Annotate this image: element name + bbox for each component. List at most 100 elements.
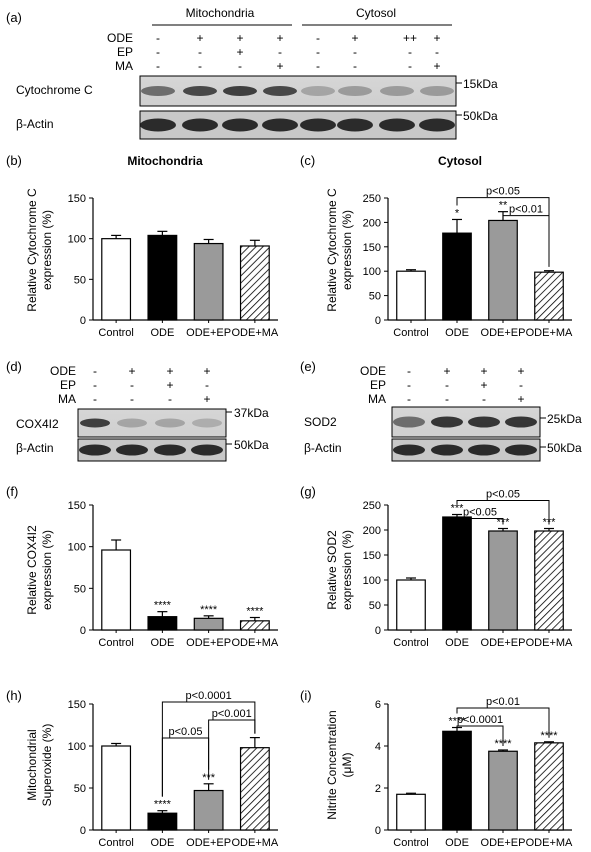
blot-band xyxy=(154,444,186,456)
lane-mark-ma: + xyxy=(517,392,524,406)
bar-ode-ep xyxy=(193,617,224,631)
significance-bracket xyxy=(456,518,504,525)
y-axis-label-line: expression (%) xyxy=(340,210,354,290)
lane-treatment-table-d: - + + +- - + -- - - + xyxy=(93,364,211,406)
y-tick-label: 2 xyxy=(375,783,381,795)
lane-mark-ep: - xyxy=(353,45,357,59)
bar-control xyxy=(101,745,132,831)
bar-ode-ma xyxy=(239,245,270,321)
bar-ode-ep xyxy=(193,242,224,321)
panel-label: (b) xyxy=(6,153,22,168)
chart-i: (i) Nitrite Concentration (μM) 0 2 4 6 Control *… xyxy=(300,688,573,849)
blot-band xyxy=(338,86,372,96)
x-tick-label: ODE+MA xyxy=(231,837,278,849)
y-tick-label: 50 xyxy=(369,291,381,303)
y-tick-label: 100 xyxy=(363,266,381,278)
chart-h: (h) Mitochondrial Superoxide (%) 0 50 100 150 C… xyxy=(6,688,279,849)
lane-mark-ma: - xyxy=(238,59,242,73)
lane-mark-ep: + xyxy=(480,378,487,392)
lane-mark-ep: - xyxy=(93,378,97,392)
lane-mark-ode: - xyxy=(407,364,411,378)
significance-label: p<0.01 xyxy=(486,696,520,708)
x-tick-label: Control xyxy=(98,637,133,649)
blot-band xyxy=(222,118,258,132)
chart-g: (g) Relative SOD2 expression (%) 0 50 100 150 2… xyxy=(300,484,573,649)
x-tick-label: ODE+MA xyxy=(526,327,573,339)
y-tick-label: 200 xyxy=(363,217,381,229)
lane-mark-ode: + xyxy=(351,31,358,45)
blot-label-beta-actin-d: β-Actin xyxy=(16,441,54,455)
lane-treatment-table-e: - + + +- - + -- - - + xyxy=(407,364,525,406)
y-tick-label: 100 xyxy=(68,234,86,246)
y-axis-label: Mitochondrial Superoxide (%) xyxy=(25,724,54,807)
bands-beta-actin-d xyxy=(79,444,223,456)
x-tick-label: ODE+MA xyxy=(526,637,573,649)
blot-band xyxy=(182,118,218,132)
bar-ode-ma xyxy=(239,620,270,631)
x-tick-label: ODE+EP xyxy=(481,637,526,649)
x-tick-label: ODE+EP xyxy=(186,637,231,649)
lane-mark-ep: - xyxy=(435,45,439,59)
lane-mark-ma: + xyxy=(203,392,210,406)
x-tick-label: Control xyxy=(393,637,428,649)
marker-15kda: 15kDa xyxy=(463,77,498,91)
significance-stars: **** xyxy=(246,606,264,618)
significance-label: p<0.01 xyxy=(509,204,543,216)
row-label-ode-d: ODE xyxy=(50,364,76,378)
lane-mark-ep: - xyxy=(205,378,209,392)
y-tick-label: 200 xyxy=(363,525,381,537)
blot-band xyxy=(300,118,336,132)
y-tick-label: 150 xyxy=(363,242,381,254)
y-tick-label: 0 xyxy=(80,625,86,637)
blot-band xyxy=(192,418,222,428)
bands-sod2 xyxy=(393,416,537,428)
lane-mark-ma: - xyxy=(445,392,449,406)
x-tick-label: ODE+MA xyxy=(231,327,278,339)
group-label-mitochondria: Mitochondria xyxy=(186,6,255,20)
lane-mark-ep: - xyxy=(130,378,134,392)
y-axis-label-line: Superoxide (%) xyxy=(40,724,54,807)
panel-label: (c) xyxy=(300,153,315,168)
blot-band xyxy=(337,118,373,132)
panel-label-a: (a) xyxy=(6,10,22,25)
blot-beta-actin-d xyxy=(77,438,227,462)
significance-stars: *** xyxy=(451,503,465,515)
y-axis-label-line: Relative COX4I2 xyxy=(25,525,39,615)
bands-cox4i2 xyxy=(80,418,222,428)
blot-band xyxy=(505,416,537,428)
y-axis-label-line: Relative SOD2 xyxy=(325,530,339,610)
y-axis-label-line: Mitochondrial xyxy=(25,729,39,800)
lane-treatment-table: - + + + - + ++ +- - + - - - - -- - - + - - - + xyxy=(156,31,441,73)
lane-mark-ma: - xyxy=(316,59,320,73)
significance-label: p<0.0001 xyxy=(186,690,232,702)
y-tick-label: 100 xyxy=(363,575,381,587)
lane-mark-ode: - xyxy=(316,31,320,45)
lane-mark-ep: - xyxy=(278,45,282,59)
significance-label: p<0.05 xyxy=(486,186,520,198)
lane-mark-ma: - xyxy=(408,59,412,73)
y-axis-label-line: expression (%) xyxy=(40,210,54,290)
lane-mark-ma: + xyxy=(276,59,283,73)
significance-stars: **** xyxy=(154,600,172,612)
significance-bracket xyxy=(456,500,550,525)
y-tick-label: 150 xyxy=(68,699,86,711)
lane-mark-ep: + xyxy=(236,45,243,59)
lane-mark-ode: + xyxy=(443,364,450,378)
y-axis-label-line: Nitrite Concentration xyxy=(325,710,339,819)
y-tick-label: 50 xyxy=(74,583,86,595)
panel-d: (d) ODE EP MA - + + +- - + -- - - + COX4I2 β-Acti… xyxy=(6,359,269,462)
blot-band xyxy=(140,118,176,132)
bar-ode-ma xyxy=(534,271,564,321)
row-label-ma-d: MA xyxy=(58,392,76,406)
lane-mark-ep: - xyxy=(408,45,412,59)
blot-band xyxy=(431,444,463,456)
lane-mark-ode: + xyxy=(128,364,135,378)
blot-band xyxy=(419,118,455,132)
marker-37kda: 37kDa xyxy=(234,406,269,420)
bar-ode xyxy=(147,812,178,831)
lane-mark-ma: - xyxy=(407,392,411,406)
blot-band xyxy=(379,118,415,132)
